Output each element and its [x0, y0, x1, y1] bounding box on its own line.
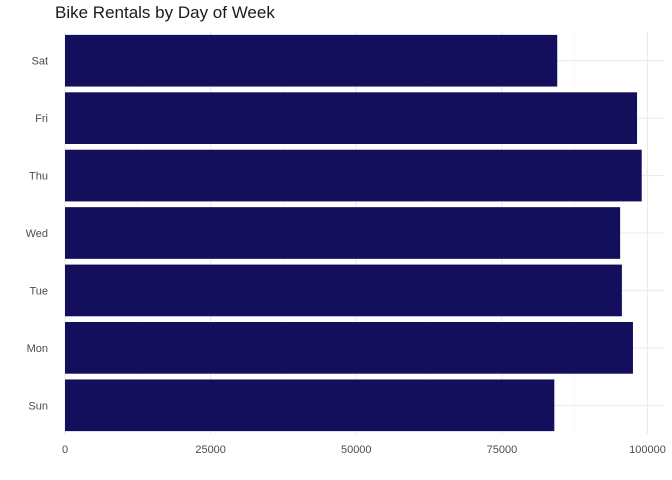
bar-sat [65, 34, 558, 87]
x-tick-label: 75000 [487, 444, 518, 456]
y-tick-label: Tue [29, 285, 48, 297]
bar-fri [65, 92, 638, 144]
x-tick-label: 0 [62, 444, 68, 456]
bar-thu [65, 149, 642, 202]
y-tick-label: Sun [28, 400, 48, 412]
bar-tue [65, 264, 622, 317]
y-tick-label: Fri [35, 113, 48, 125]
bar-mon [65, 322, 633, 374]
x-tick-label: 100000 [629, 444, 666, 456]
x-tick-label: 25000 [195, 444, 226, 456]
bar-sun [65, 379, 555, 432]
y-tick-label: Wed [26, 228, 48, 240]
y-tick-label: Thu [29, 171, 48, 183]
bar-wed [65, 207, 621, 259]
chart-title: Bike Rentals by Day of Week [55, 3, 275, 22]
x-tick-label: 50000 [341, 444, 372, 456]
y-tick-label: Mon [27, 343, 48, 355]
y-tick-label: Sat [31, 56, 48, 68]
